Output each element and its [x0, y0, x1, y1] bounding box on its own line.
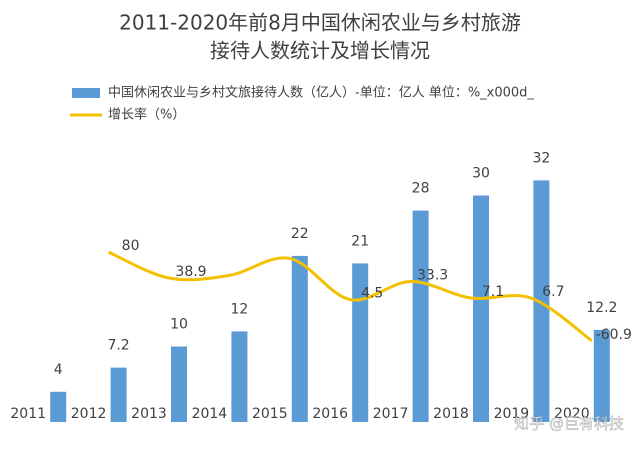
bar-value-label: 30 — [472, 166, 490, 182]
growth-line — [107, 250, 593, 343]
x-tick-label: 2014 — [192, 406, 228, 422]
line-value-label: -60.9 — [596, 327, 632, 343]
chart-title: 2011-2020年前8月中国休闲农业与乡村旅游 — [119, 11, 521, 35]
line-value-label: 6.7 — [542, 284, 564, 300]
bar — [412, 210, 429, 422]
bar — [110, 367, 127, 422]
bar-value-label: 12 — [230, 301, 248, 317]
watermark: 知乎 @巨有科技 — [514, 415, 624, 433]
bar-value-label: 10 — [170, 317, 188, 333]
x-tick-label: 2016 — [312, 406, 348, 422]
x-tick-label: 2018 — [433, 406, 469, 422]
bar-value-label: 28 — [412, 181, 430, 197]
legend-label: 中国休闲农业与乡村文旅接待人数（亿人）-单位：亿人 单位：%_x000d_ — [108, 85, 534, 101]
bar — [291, 255, 308, 422]
x-tick-label: 2013 — [131, 406, 167, 422]
legend-swatch — [72, 88, 100, 98]
line-value-label: 7.1 — [482, 284, 504, 300]
line-value-label: 38.9 — [175, 264, 206, 280]
bar-value-label: 32 — [532, 150, 550, 166]
x-tick-label: 2020 — [554, 406, 590, 422]
line-value-label: 33.3 — [417, 268, 448, 284]
bar — [352, 263, 369, 422]
bar — [231, 331, 248, 422]
x-tick-label: 2011 — [10, 406, 46, 422]
bar-value-label: 21 — [351, 233, 369, 249]
x-tick-label: 2012 — [71, 406, 107, 422]
legend-label: 增长率（%） — [108, 107, 185, 123]
bar — [593, 329, 610, 422]
bar — [473, 195, 489, 422]
x-tick-label: 2019 — [494, 406, 530, 422]
line-value-label: 4.5 — [361, 286, 383, 302]
bar — [171, 346, 187, 422]
x-tick-label: 2015 — [252, 406, 288, 422]
bar — [50, 391, 67, 422]
bar-value-label: 22 — [291, 226, 309, 242]
x-tick-label: 2017 — [373, 406, 409, 422]
chart-title: 接待人数统计及增长情况 — [210, 39, 430, 63]
bar — [533, 180, 550, 422]
bar-value-label: 7.2 — [107, 338, 129, 354]
bar-value-label: 4 — [54, 362, 63, 378]
line-value-label: 80 — [122, 238, 140, 254]
bar-value-label: 12.2 — [586, 300, 617, 316]
